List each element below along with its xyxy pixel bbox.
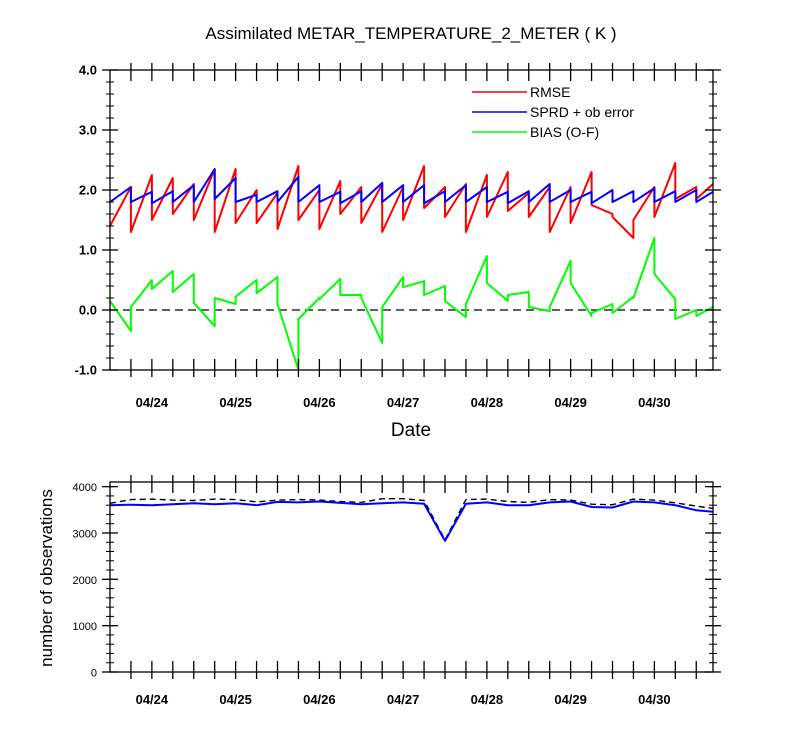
y-tick-label: 4.0 <box>79 63 97 78</box>
series-line-used <box>109 500 714 542</box>
y-tick-label: -1.0 <box>75 363 97 378</box>
x-tick-label: 04/27 <box>387 395 420 410</box>
x-tick-label: 04/29 <box>554 395 587 410</box>
y-tick-label: 2.0 <box>79 183 97 198</box>
legend: RMSE SPRD + ob error BIAS (O-F) <box>472 84 634 140</box>
bottom-plot: 04/24 04/25 04/26 04/27 04/28 04/29 04/30 0 1000… <box>73 475 721 707</box>
x-tick-label: 04/27 <box>387 692 420 707</box>
x-tick-label: 04/25 <box>219 395 252 410</box>
y-tick-label: 0 <box>91 668 97 680</box>
y-tick-label: 4000 <box>73 482 97 494</box>
y-tick-label: 2000 <box>73 575 97 587</box>
plot-frame <box>109 69 714 371</box>
y-tick-label: 1.0 <box>79 243 97 258</box>
x-tick-label: 04/24 <box>136 395 169 410</box>
y-tick-label: 0.0 <box>79 303 97 318</box>
x-tick-label: 04/26 <box>303 692 336 707</box>
series-line-rmse <box>109 162 714 239</box>
legend-label-bias: BIAS (O-F) <box>530 124 599 140</box>
y-tick-label: 1000 <box>73 621 97 633</box>
series-line-bias-o-f <box>109 237 714 371</box>
x-tick-label: 04/30 <box>638 692 671 707</box>
x-tick-label: 04/24 <box>136 692 169 707</box>
legend-label-rmse: RMSE <box>530 84 570 100</box>
x-tick-label: 04/28 <box>471 395 504 410</box>
series-line-sprd-ob-error <box>109 168 714 205</box>
top-plot: 04/24 04/25 04/26 04/27 04/28 04/29 04/30 -1.0 0… <box>75 63 721 410</box>
x-tick-label: 04/29 <box>554 692 587 707</box>
x-axis-label: Date <box>391 420 431 441</box>
x-tick-label: 04/30 <box>638 395 671 410</box>
x-tick-label: 04/26 <box>303 395 336 410</box>
y-tick-label: 3.0 <box>79 123 97 138</box>
x-tick-label: 04/25 <box>219 692 252 707</box>
chart-title: Assimilated METAR_TEMPERATURE_2_METER ( … <box>205 24 616 43</box>
y-tick-label: 3000 <box>73 528 97 540</box>
x-tick-label: 04/28 <box>471 692 504 707</box>
series-line-possible <box>109 498 714 541</box>
legend-label-sprd: SPRD + ob error <box>530 104 634 120</box>
y-axis-label-bottom: number of observations <box>37 489 56 667</box>
plot-frame <box>109 481 714 673</box>
